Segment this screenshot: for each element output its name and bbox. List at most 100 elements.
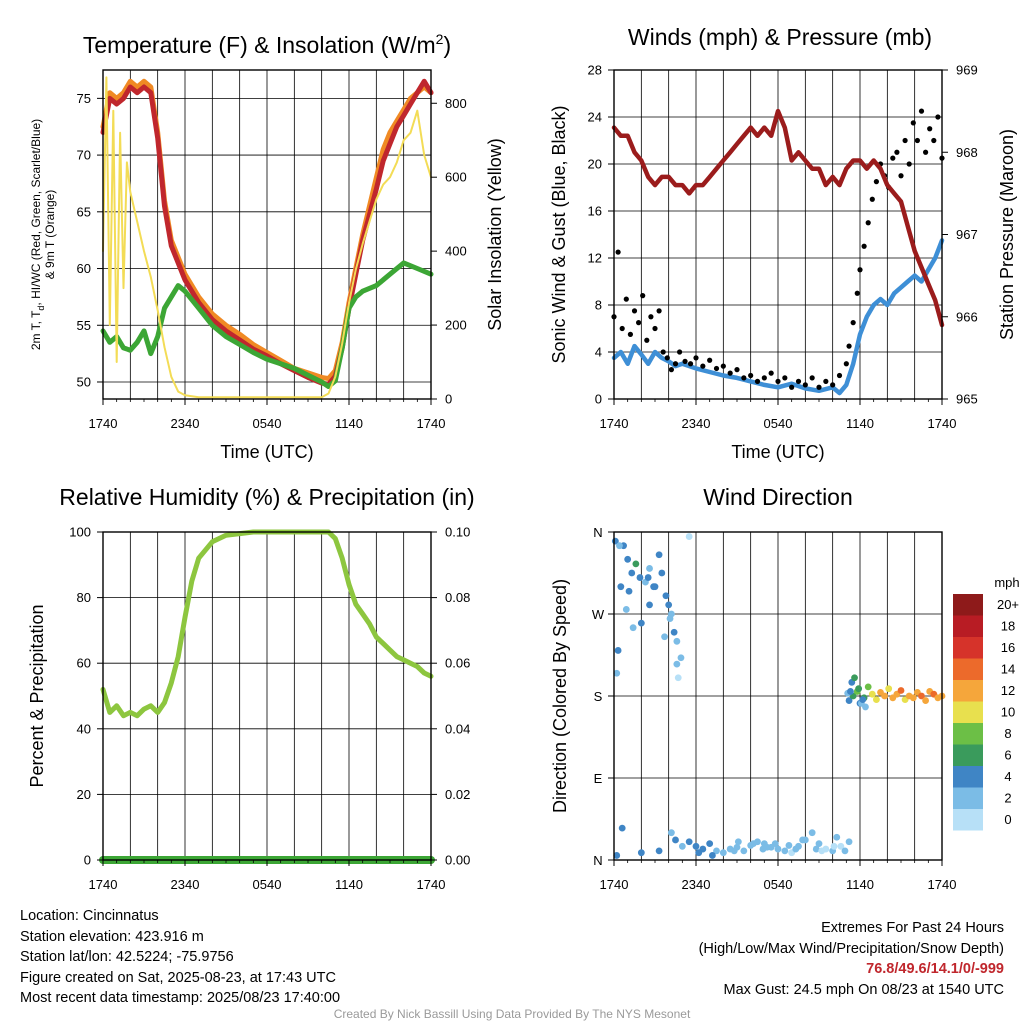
y-tick-label: W	[592, 607, 605, 622]
direction-point	[695, 849, 703, 857]
legend-swatch	[953, 766, 983, 788]
direction-point	[673, 637, 681, 645]
gust-point	[910, 120, 916, 126]
created-text: Figure created on Sat, 2025-08-23, at 17…	[20, 969, 336, 986]
legend-swatch	[953, 744, 983, 766]
direction-point	[781, 847, 789, 855]
max-gust-text: Max Gust: 24.5 mph On 08/23 at 1540 UTC	[723, 981, 1004, 998]
y-tick-label: 20	[77, 787, 91, 802]
y2-tick-label: 0.08	[445, 590, 470, 605]
y-axis-label: Sonic Wind & Gust (Blue, Black)	[549, 105, 569, 363]
y-axis-label-group: Sonic Wind & Gust (Blue, Black)	[549, 105, 569, 363]
gust-point	[636, 320, 642, 326]
direction-point	[678, 842, 686, 850]
direction-point	[666, 615, 674, 622]
gust-point	[854, 290, 860, 296]
gust-point	[902, 137, 908, 144]
gust-point	[927, 126, 933, 132]
direction-point	[670, 628, 678, 636]
direction-point	[897, 687, 905, 694]
direction-point	[617, 583, 625, 591]
x-tick-label: 1140	[335, 877, 363, 892]
elevation-text: Station elevation: 423.916 m	[20, 928, 204, 945]
direction-point	[785, 842, 793, 849]
gust-point	[631, 308, 638, 314]
direction-point	[837, 842, 845, 850]
legend-swatch	[953, 594, 983, 616]
gust-point	[850, 320, 856, 326]
gust-point	[727, 370, 733, 376]
gust-point	[935, 114, 941, 120]
x-tick-label: 1740	[600, 877, 629, 892]
y-axis-label-line1: 2m T, Td, HI/WC (Red, Green, Scarlet/Blu…	[29, 119, 46, 350]
direction-point	[864, 683, 872, 691]
x-tick-label: 1140	[335, 416, 363, 431]
direction-point	[677, 654, 685, 662]
y2-tick-label: 0.06	[445, 656, 470, 671]
y-tick-label: 8	[595, 298, 602, 313]
y2-tick-label: 0	[445, 392, 452, 407]
gust-point	[656, 308, 662, 314]
legend-swatch	[953, 701, 983, 723]
direction-point	[685, 838, 693, 846]
legend-label: 0	[1004, 812, 1011, 827]
direction-point	[830, 842, 838, 850]
location-text: Location: Cincinnatus	[20, 908, 159, 924]
y-axis-label: Direction (Colored By Speed)	[550, 579, 570, 813]
x-tick-label: 1740	[928, 877, 957, 892]
gust-point	[846, 343, 852, 349]
gust-point	[687, 361, 694, 367]
direction-point	[685, 533, 693, 540]
legend-label: 4	[1004, 769, 1011, 784]
direction-point	[646, 565, 653, 572]
legend-swatch	[953, 680, 983, 702]
gust-point	[869, 196, 875, 202]
gust-point	[768, 370, 774, 376]
legend-label: 14	[1001, 662, 1015, 677]
panel-2: 0 4 8 12 16 20 24 28 965 966 967 968 969 1740 2340 0540…	[549, 24, 1017, 462]
gust-point	[644, 337, 650, 343]
gust-point	[623, 296, 629, 302]
x-tick-label: 2340	[171, 416, 200, 431]
gust-point	[861, 243, 867, 249]
station-info: Location: Cincinnatus Station elevation:…	[20, 906, 340, 1009]
direction-point	[618, 824, 626, 832]
chart-title: Temperature (F) & Insolation (W/m2)	[83, 31, 451, 58]
x-tick-label: 1740	[417, 877, 446, 892]
y-axis-label: Percent & Precipitation	[27, 604, 47, 787]
direction-point	[862, 703, 869, 711]
extremes-values: 76.8/49.6/14.1/0/-999	[866, 961, 1004, 977]
direction-point	[613, 852, 621, 859]
gust-point	[682, 358, 688, 364]
direction-point	[655, 551, 663, 559]
direction-point	[636, 574, 644, 581]
gust-point	[761, 375, 767, 381]
y2-tick-label: 966	[956, 309, 978, 324]
x-tick-label: 0540	[764, 877, 793, 892]
gust-point	[873, 179, 880, 185]
panel-3: 0 20 40 60 80 100 0.00 0.02 0.04 0.06 0.08 0.10 1740…	[27, 484, 475, 892]
direction-point	[740, 847, 748, 855]
gust-point	[640, 293, 646, 299]
direction-point	[632, 560, 640, 568]
direction-point	[885, 685, 893, 693]
y-tick-label: 80	[77, 590, 91, 605]
gust-point	[890, 155, 896, 161]
direction-point	[625, 587, 633, 595]
gust-point	[906, 161, 912, 167]
x-tick-label: 2340	[171, 877, 200, 892]
y-tick-label: 70	[77, 148, 91, 163]
legend-label: 18	[1001, 619, 1015, 634]
gust-point	[627, 331, 634, 337]
gust-point	[664, 355, 670, 361]
x-tick-label: 0540	[253, 877, 282, 892]
legend-label: 12	[1001, 683, 1015, 698]
y-tick-label: 60	[77, 656, 91, 671]
y-tick-label: 50	[77, 374, 91, 389]
chart-title: Relative Humidity (%) & Precipitation (i…	[59, 484, 474, 510]
gust-point	[713, 365, 720, 372]
y-tick-label: 65	[77, 204, 91, 219]
y-tick-label: 55	[77, 318, 91, 333]
y-axis-label-line2: & 9m T (Orange)	[43, 190, 57, 280]
y-tick-label: N	[593, 525, 602, 540]
